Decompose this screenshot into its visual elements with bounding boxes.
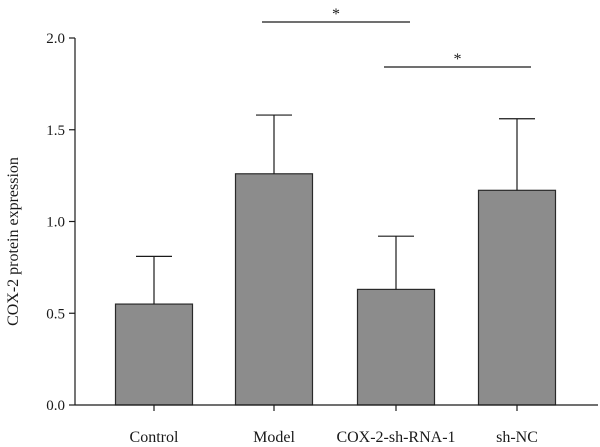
error-bar [378,235,414,290]
x-tick-label: COX-2-sh-RNA-1 [336,429,455,446]
y-tick-label: 1.0 [46,215,65,231]
x-axis-labels: Control Model COX-2-sh-RNA-1 sh-NC [130,405,538,446]
error-bar [499,118,535,191]
error-bar [136,255,172,305]
bar-sh-nc [477,189,557,406]
significance-star: * [332,6,340,23]
y-tick-label: 1.5 [46,123,65,139]
significance-star: * [454,51,462,68]
error-bar [256,114,292,174]
bar-control [114,303,194,406]
x-tick-label: Control [130,429,179,446]
significance-brackets: ** [262,6,531,68]
bar-cox-2-sh-rna-1 [356,288,436,406]
bars [114,173,557,406]
x-tick-label: sh-NC [496,429,538,446]
y-axis-ticks: 0.0 0.5 1.0 1.5 2.0 [46,31,75,414]
y-tick-label: 0.0 [46,398,65,414]
error-bars [136,114,535,305]
bar-model [234,173,314,406]
y-axis-title: COX-2 protein expression [5,157,22,326]
y-tick-label: 0.5 [46,306,65,322]
x-tick-label: Model [253,429,295,446]
y-tick-label: 2.0 [46,31,65,47]
